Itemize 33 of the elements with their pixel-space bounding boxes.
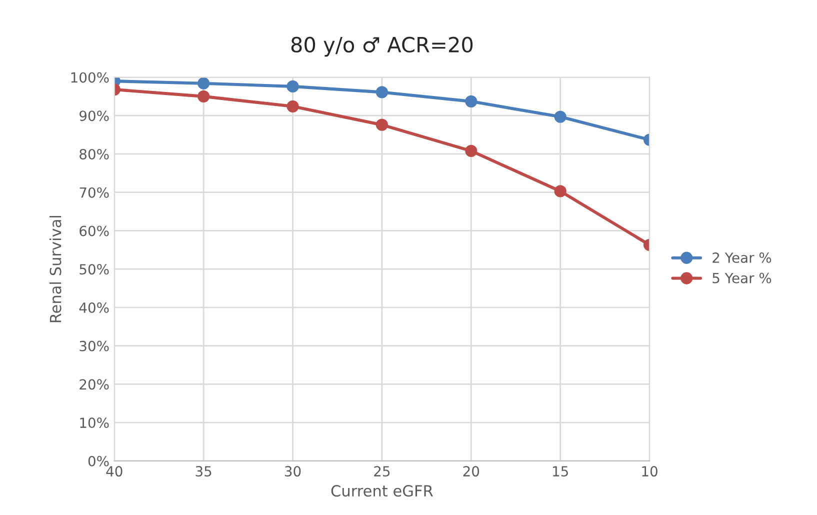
point (197, 77, 210, 90)
x-tick-label: 15 (553, 466, 568, 477)
y-tick-label: 30% (80, 340, 109, 352)
point (197, 90, 210, 103)
x-tick-label: 30 (284, 466, 301, 477)
x-tick-label: 10 (642, 466, 658, 477)
y-tick-label: 0% (88, 456, 109, 466)
point (554, 110, 566, 123)
x-tick-label: 25 (374, 466, 390, 477)
x-tick-label: 35 (196, 466, 212, 477)
point (376, 118, 388, 131)
x-axis-title: Current eGFR (331, 485, 433, 497)
x-tick-label: 40 (106, 466, 122, 477)
y-tick-label: 70% (80, 187, 109, 198)
point (465, 144, 478, 157)
point (286, 100, 299, 112)
y-tick-label: 90% (80, 110, 109, 122)
point (286, 80, 299, 93)
point (376, 86, 388, 98)
point (554, 185, 566, 198)
y-axis-title: Renal Survival (49, 216, 62, 322)
legend-label: 2 Year % (712, 252, 772, 263)
y-tick-label: 100% (71, 72, 109, 83)
legend-label: 5 Year % (712, 272, 772, 284)
y-tick-label: 20% (80, 379, 109, 390)
y-tick-label: 40% (79, 302, 109, 313)
y-tick-label: 80% (80, 148, 109, 160)
point (465, 95, 478, 108)
y-tick-label: 50% (80, 264, 109, 275)
x-tick-label: 20 (463, 466, 480, 477)
y-tick-label: 60% (80, 226, 109, 236)
y-tick-label: 10% (80, 418, 109, 428)
chart-title: 80 y/o ♂ ACR=20 (291, 36, 473, 57)
